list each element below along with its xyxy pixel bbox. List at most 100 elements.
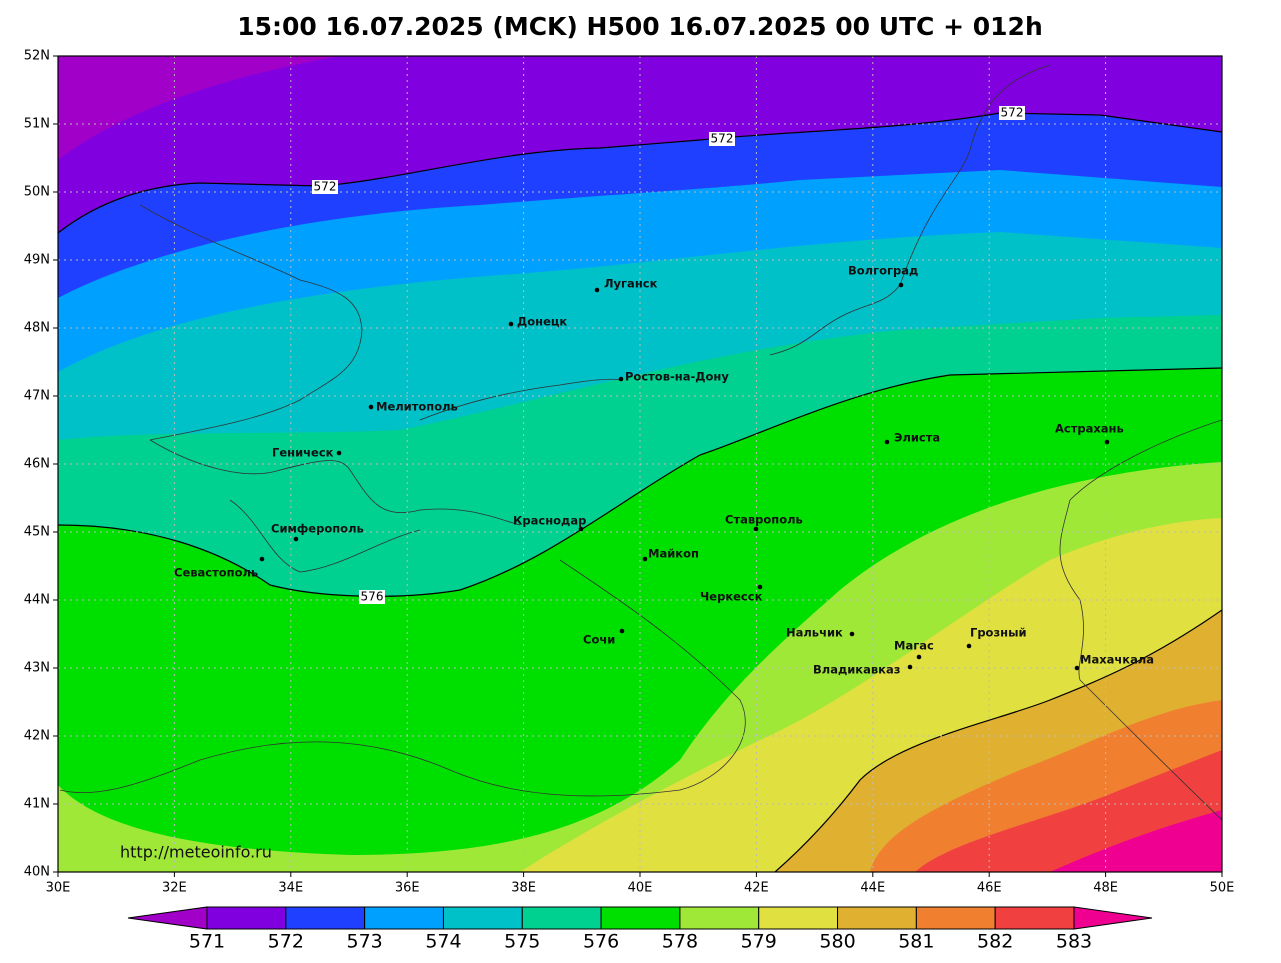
city-label: Симферополь (271, 522, 364, 536)
lat-label: 48N (24, 321, 50, 336)
city-dot (1074, 665, 1080, 671)
city-label: Астрахань (1055, 422, 1124, 436)
city-label: Севастополь (174, 566, 258, 580)
city-label: Магас (894, 639, 934, 653)
colorbar-label: 582 (977, 931, 1013, 953)
city-dot (293, 536, 299, 542)
city-dot (578, 526, 584, 532)
colorbar-segment (994, 906, 1075, 930)
city-label: Владикавказ (813, 663, 900, 677)
lon-label: 34E (278, 881, 303, 896)
city-label: Мелитополь (376, 400, 458, 414)
city-label: Ставрополь (725, 513, 803, 527)
lon-label: 30E (46, 881, 71, 896)
contour (774, 609, 1222, 872)
colorbar-label: 583 (1056, 931, 1092, 953)
band (1050, 810, 1222, 872)
colorbar-segment (837, 906, 917, 930)
lat-label: 41N (24, 797, 50, 812)
colorbar-arrow (1073, 906, 1153, 930)
city-dot (508, 321, 514, 327)
city-dot (966, 643, 972, 649)
city-dot (907, 664, 913, 670)
lon-label: 48E (1093, 881, 1118, 896)
colorbar-segment (600, 906, 681, 930)
contour-label: 572 (314, 180, 337, 194)
colorbar-label: 581 (898, 931, 934, 953)
city-label: Краснодар (513, 514, 586, 528)
coastline (149, 439, 521, 526)
city-label: Черкесск (700, 590, 763, 604)
colorbar-arrow (127, 906, 208, 930)
contour-label: 572 (711, 132, 734, 146)
lat-label: 44N (24, 593, 50, 608)
contour (58, 112, 1222, 234)
city-label: Махачкала (1080, 653, 1154, 667)
city-dot (368, 404, 374, 410)
colorbar-label: 580 (819, 931, 855, 953)
city-label: Луганск (604, 277, 658, 291)
city-label: Ростов-на-Дону (625, 370, 729, 384)
city-dot (259, 556, 265, 562)
city-dot (916, 654, 922, 660)
watermark: http://meteoinfo.ru (120, 843, 272, 862)
city-dot (1104, 439, 1110, 445)
lon-label: 50E (1210, 881, 1235, 896)
city-label: Грозный (970, 626, 1027, 640)
colorbar-segment (206, 906, 287, 930)
lat-label: 49N (24, 253, 50, 268)
lat-label: 40N (24, 865, 50, 880)
colorbar-label: 578 (662, 931, 698, 953)
lon-label: 36E (395, 881, 420, 896)
city-dot (757, 584, 763, 590)
city-dot (594, 287, 600, 293)
lon-label: 44E (860, 881, 885, 896)
lat-label: 46N (24, 457, 50, 472)
coastline (229, 499, 421, 573)
lat-label: 51N (24, 117, 50, 132)
city-dot (849, 631, 855, 637)
colorbar-segment (521, 906, 602, 930)
city-dot (618, 376, 624, 382)
colorbar-segment (758, 906, 839, 930)
contour-label-bg (709, 132, 735, 146)
lon-label: 38E (511, 881, 536, 896)
city-label: Нальчик (786, 626, 843, 640)
lat-label: 45N (24, 525, 50, 540)
lon-label: 46E (977, 881, 1002, 896)
colorbar-segment (285, 906, 366, 930)
colorbar-label: 572 (268, 931, 304, 953)
city-dot (898, 282, 904, 288)
coastline (419, 378, 621, 421)
coastline (139, 204, 363, 441)
colorbar-label: 575 (504, 931, 540, 953)
city-label: Геническ (272, 446, 334, 460)
city-label: Волгоград (848, 264, 918, 278)
city-label: Сочи (583, 633, 615, 647)
colorbar-label: 573 (347, 931, 383, 953)
colorbar-label: 574 (425, 931, 461, 953)
title: 15:00 16.07.2025 (MCK) H500 16.07.2025 0… (237, 12, 1043, 41)
city-label: Элиста (894, 431, 940, 445)
city-label: Майкоп (648, 547, 699, 561)
contour-label-bg (359, 590, 385, 604)
lon-label: 40E (628, 881, 653, 896)
city-label: Донецк (517, 315, 567, 329)
colorbar-label: 576 (583, 931, 619, 953)
overlay: 30E 32E 34E 36E 38E 40E 42E 44E 46E 48E 50E 52N 51N 5… (24, 49, 1235, 953)
colorbar-label: 579 (741, 931, 777, 953)
colorbar-label: 571 (189, 931, 225, 953)
city-dot (642, 556, 648, 562)
city-dot (753, 526, 759, 532)
contour-label-bg (312, 180, 338, 194)
colorbar-segment (364, 906, 444, 930)
lat-label: 47N (24, 389, 50, 404)
city-dot (619, 628, 625, 634)
colorbar-segment (442, 906, 523, 930)
coastline (769, 64, 1051, 356)
lon-label: 42E (744, 881, 769, 896)
lon-label: 32E (162, 881, 187, 896)
colorbar-segment (915, 906, 996, 930)
colorbar-segment (679, 906, 760, 930)
